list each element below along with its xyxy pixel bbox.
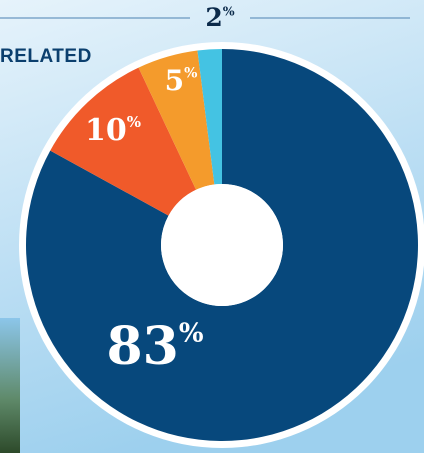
chart: RELATED 83%10%5%2%: [0, 0, 424, 453]
photo-fragment: [0, 318, 20, 453]
donut-hole: [161, 184, 283, 306]
section-label: RELATED: [0, 46, 92, 67]
slices: [26, 49, 418, 441]
page: RELATED 83%10%5%2% (() => { const data =…: [0, 0, 424, 453]
